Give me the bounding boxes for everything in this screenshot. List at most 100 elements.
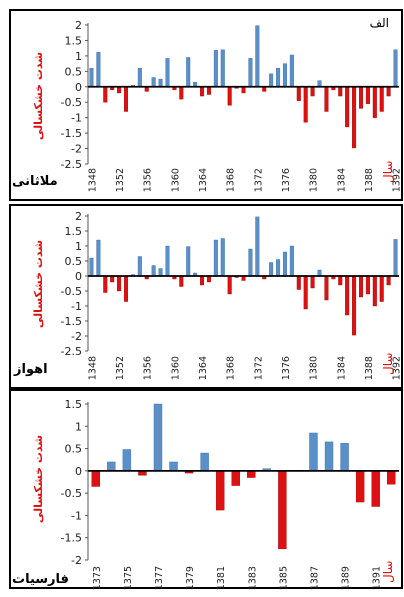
bar (365, 86, 370, 104)
y-tick-label: 0.5 (65, 65, 83, 78)
y-tick-label: -1 (71, 509, 82, 522)
bar (379, 86, 384, 112)
x-tick-label: 1388 (364, 356, 375, 380)
y-tick-label: 0 (75, 81, 82, 94)
bar (220, 49, 225, 87)
bar (158, 268, 163, 277)
x-tick-label: 1389 (341, 566, 352, 590)
x-tick-label: 1373 (92, 566, 103, 590)
bar (165, 58, 170, 87)
x-tick-label: 1348 (87, 356, 98, 380)
bar (387, 470, 396, 485)
y-tick-label: 0.5 (65, 255, 83, 268)
y-tick-label: -2 (71, 554, 82, 567)
y-tick-label: 1.5 (65, 225, 83, 238)
bar (338, 275, 343, 286)
x-axis-label: سال (381, 161, 395, 183)
x-tick-label: 1392 (392, 356, 403, 380)
y-tick-label: -1.5 (61, 127, 82, 140)
bar (200, 86, 205, 97)
bar (371, 470, 380, 507)
x-tick-label: 1381 (216, 566, 227, 590)
bar (231, 470, 240, 486)
x-tick-label: 1360 (170, 356, 181, 380)
bar (296, 86, 301, 101)
y-tick-label: 0 (75, 465, 82, 478)
bar (255, 25, 260, 87)
bar (213, 239, 218, 277)
bar (324, 275, 329, 301)
bar (324, 441, 334, 472)
bar (372, 275, 377, 307)
x-tick-label: 1384 (336, 356, 347, 380)
y-tick-label: -1.5 (61, 532, 82, 545)
bar (213, 50, 218, 87)
bar (117, 86, 122, 94)
bar (247, 470, 256, 478)
bar (215, 470, 225, 511)
bar (137, 256, 142, 277)
x-tick-label: 1377 (154, 566, 165, 590)
bar (200, 275, 205, 286)
x-axis-label: سال (381, 353, 395, 375)
x-tick-label: 1364 (198, 356, 209, 380)
x-tick-label: 1383 (247, 566, 258, 590)
bar (117, 275, 122, 292)
bar (278, 470, 287, 550)
panel-label: الف (370, 16, 389, 30)
bar (96, 239, 101, 277)
bar (393, 49, 398, 87)
bar (186, 57, 191, 87)
bar (276, 68, 281, 87)
x-tick-label: 1379 (185, 566, 196, 590)
bar (289, 54, 294, 87)
x-tick-label: 1380 (309, 356, 320, 380)
y-tick-label: 0.5 (65, 443, 83, 456)
station-name: اهواز (13, 362, 48, 377)
bar (107, 461, 116, 472)
y-tick-label: -0.5 (61, 285, 82, 298)
x-tick-label: 1368 (226, 168, 237, 192)
bar (241, 86, 246, 94)
bar (282, 251, 287, 277)
bar (91, 470, 100, 487)
y-tick-label: 1.5 (65, 34, 83, 47)
y-tick-label: 2 (75, 210, 82, 223)
bar (358, 275, 363, 298)
y-tick-label: -2 (71, 143, 82, 156)
bar (103, 86, 108, 103)
x-tick-label: 1391 (372, 566, 383, 590)
bar (220, 238, 225, 277)
bar (151, 77, 156, 87)
bar (310, 275, 315, 289)
bar (352, 86, 357, 149)
bar (206, 86, 211, 95)
bar (103, 275, 108, 293)
y-tick-label: 1 (75, 50, 82, 63)
bar (296, 275, 301, 290)
panel-frame (9, 9, 403, 201)
x-tick-label: 1372 (253, 168, 264, 192)
y-tick-label: 1 (75, 420, 82, 433)
bar (309, 432, 318, 472)
x-tick-label: 1368 (226, 356, 237, 380)
bar (255, 216, 260, 277)
x-tick-label: 1376 (281, 168, 292, 192)
bar (282, 63, 287, 87)
y-tick-label: -2 (71, 330, 82, 343)
y-tick-label: -0.5 (61, 487, 82, 500)
y-axis-label: شدت خشکسالی (32, 240, 45, 328)
bar (365, 275, 370, 295)
bar (96, 51, 101, 87)
y-tick-label: -2.5 (61, 345, 82, 358)
bar (248, 248, 253, 277)
x-tick-label: 1348 (87, 168, 98, 192)
bar (151, 265, 156, 277)
x-tick-label: 1385 (278, 566, 289, 590)
bar (345, 275, 350, 316)
y-tick-label: 1.5 (65, 398, 83, 411)
x-axis-label: سال (381, 561, 395, 583)
bar (227, 86, 232, 106)
bar (165, 245, 170, 277)
